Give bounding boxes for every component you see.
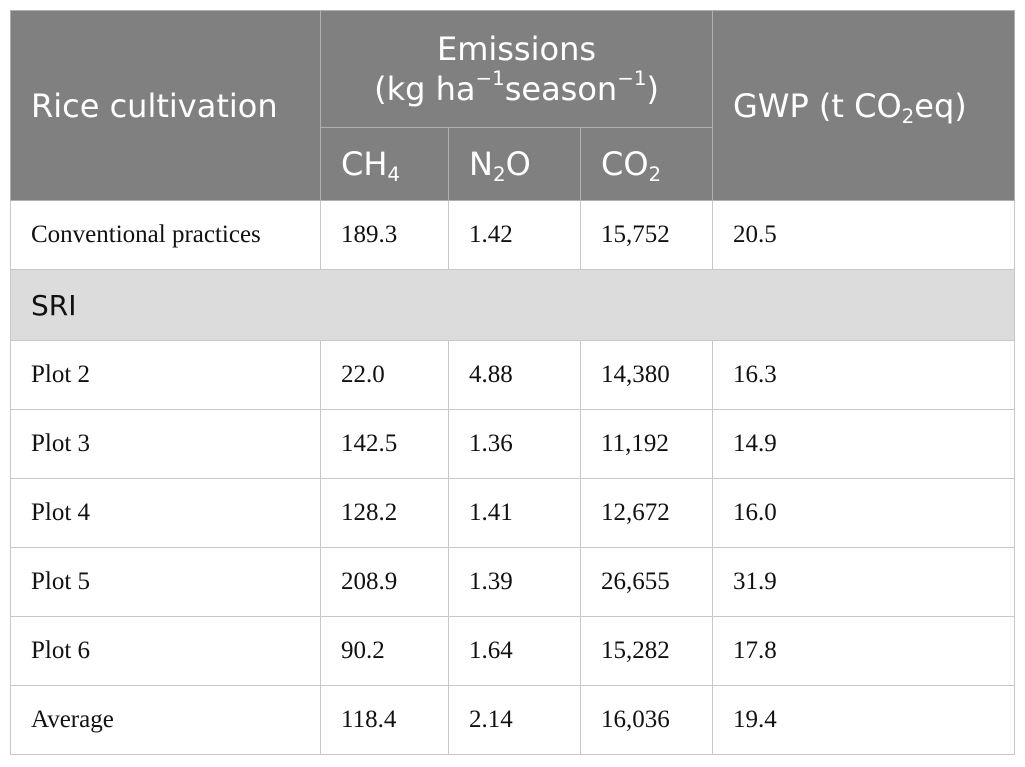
table-cell: 208.9	[320, 547, 449, 617]
table-cell: 15,282	[580, 616, 713, 686]
superscript: −1	[617, 67, 647, 91]
superscript: −1	[475, 67, 505, 91]
table-cell: 118.4	[320, 685, 449, 755]
table-cell: 1.36	[448, 409, 581, 479]
table-cell: 14,380	[580, 340, 713, 410]
table-cell: 12,672	[580, 478, 713, 548]
table-cell: 17.8	[712, 616, 1015, 686]
table-cell: 15,752	[580, 200, 713, 270]
subscript: 2	[648, 162, 662, 186]
header-text: N	[469, 145, 493, 183]
table-cell: 22.0	[320, 340, 449, 410]
emissions-table: Rice cultivation Emissions (kg ha−1season…	[10, 10, 1015, 755]
table-cell: 16.3	[712, 340, 1015, 410]
table-row: Plot 4 128.2 1.41 12,672 16.0	[10, 478, 1015, 548]
table-cell: 20.5	[712, 200, 1015, 270]
table-cell: 1.39	[448, 547, 581, 617]
table-cell: 1.64	[448, 616, 581, 686]
table-body: Conventional practices 189.3 1.42 15,752 20.…	[10, 200, 1015, 755]
table-cell: 31.9	[712, 547, 1015, 617]
table-cell: 189.3	[320, 200, 449, 270]
header-text: CO	[601, 145, 649, 183]
header-text: )	[646, 70, 659, 108]
table-row: SRI	[10, 269, 1015, 341]
table-cell: Plot 5	[10, 547, 321, 617]
header-text: GWP (t CO	[733, 86, 902, 125]
header-text: O	[505, 145, 531, 183]
table-cell: Average	[10, 685, 321, 755]
subscript: 2	[492, 162, 506, 186]
table-cell: 4.88	[448, 340, 581, 410]
header-text: (kg ha	[374, 70, 476, 108]
table-cell: 14.9	[712, 409, 1015, 479]
table-row: Conventional practices 189.3 1.42 15,752 20.…	[10, 200, 1015, 270]
table-cell: Plot 2	[10, 340, 321, 410]
header-cell: Emissions (kg ha−1season−1)	[320, 10, 713, 128]
table-cell: Conventional practices	[10, 200, 321, 270]
table-row: Average 118.4 2.14 16,036 19.4	[10, 685, 1015, 755]
table-cell: 11,192	[580, 409, 713, 479]
group-cell: SRI	[10, 269, 1015, 341]
table-cell: 90.2	[320, 616, 449, 686]
table-cell: 19.4	[712, 685, 1015, 755]
header-text: Emissions	[436, 30, 597, 68]
table-row: Plot 6 90.2 1.64 15,282 17.8	[10, 616, 1015, 686]
table-cell: 26,655	[580, 547, 713, 617]
table-cell: 2.14	[448, 685, 581, 755]
subscript: 2	[901, 104, 915, 128]
table-cell: 16,036	[580, 685, 713, 755]
table-cell: 1.41	[448, 478, 581, 548]
header-text: CH	[341, 145, 388, 183]
table-cell: Plot 6	[10, 616, 321, 686]
header-text: eq)	[914, 86, 967, 125]
table-cell: 16.0	[712, 478, 1015, 548]
subscript: 4	[387, 162, 401, 186]
table-row: Plot 5 208.9 1.39 26,655 31.9	[10, 547, 1015, 617]
table-cell: Plot 3	[10, 409, 321, 479]
table-cell: 128.2	[320, 478, 449, 548]
header-cell: N2O	[448, 127, 581, 201]
table-row: Plot 3 142.5 1.36 11,192 14.9	[10, 409, 1015, 479]
header-cell: CO2	[580, 127, 713, 201]
table-cell: 1.42	[448, 200, 581, 270]
table-row: Plot 2 22.0 4.88 14,380 16.3	[10, 340, 1015, 410]
header-text: season	[504, 70, 618, 108]
header-cell: CH4	[320, 127, 449, 201]
header-cell: GWP (t CO2eq)	[712, 10, 1015, 201]
table-cell: Plot 4	[10, 478, 321, 548]
table-cell: 142.5	[320, 409, 449, 479]
header-cell: Rice cultivation	[10, 10, 321, 201]
header-text: Rice cultivation	[31, 86, 278, 125]
